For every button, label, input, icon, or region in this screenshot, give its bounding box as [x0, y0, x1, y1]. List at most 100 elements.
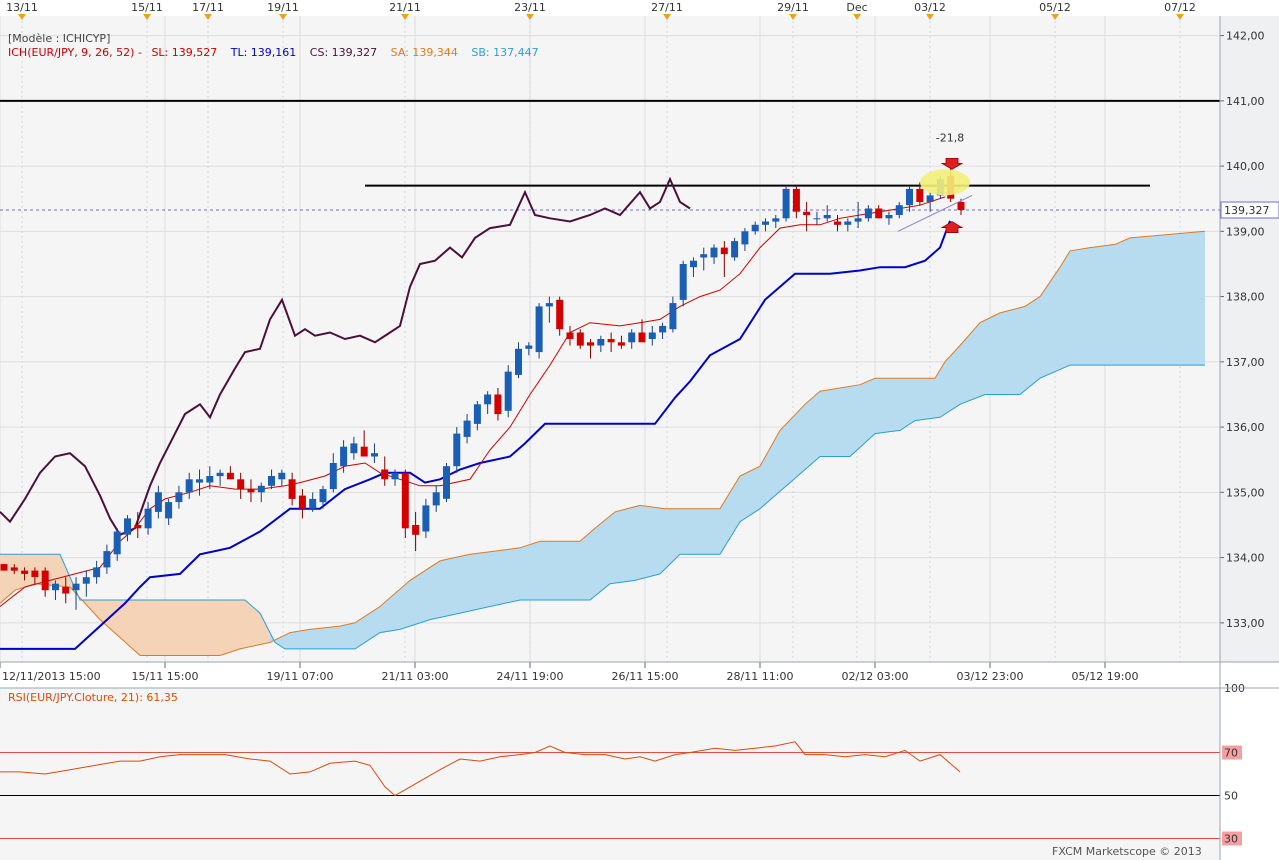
candle-body [576, 332, 584, 346]
date-label: 03/12 [914, 1, 946, 14]
senkou-span-a-line [0, 230, 1206, 656]
rsi-level-badge [1222, 831, 1242, 846]
candle-body [957, 202, 965, 210]
cs-value: CS: 139,327 [309, 46, 378, 59]
axes: 142,00 141,00 140,00 139,00 138,00 137,00 136,… [0, 1, 1279, 683]
time-tick-label: 24/11 19:00 [497, 670, 564, 683]
candle-body [52, 583, 59, 591]
price-tick-label: 134,00 [1226, 552, 1265, 565]
time-tick-label: 26/11 15:00 [612, 670, 679, 683]
candle-body [443, 466, 450, 499]
date-label: Dec [846, 1, 867, 14]
cloud-bearish [0, 554, 270, 656]
sa-value: SA: 139,344 [390, 46, 458, 59]
candle-body [298, 495, 306, 509]
indicator-legend: ICH(EUR/JPY, 9, 26, 52) - SL: 139,527 TL… [8, 46, 539, 60]
candle-body [813, 218, 821, 220]
candle-body [10, 567, 18, 571]
candle-body [185, 479, 193, 493]
sell-arrow-icon [940, 157, 964, 170]
candle-body [895, 205, 903, 215]
candle-body [329, 463, 337, 490]
date-marker-icon [526, 14, 534, 20]
date-label: 29/11 [777, 1, 809, 14]
date-marker-icon [789, 14, 797, 20]
candle-body [268, 476, 275, 486]
date-marker-icon [18, 14, 26, 20]
time-axis-bg [0, 662, 1279, 688]
date-marker-icon [853, 14, 861, 20]
template-label: [Modèle : ICHICYP] [8, 32, 111, 45]
candle-body [494, 394, 502, 415]
candle-body [926, 195, 934, 202]
rsi-tick-label: 70 [1224, 747, 1238, 760]
trend-line [897, 194, 973, 232]
candle-body [834, 221, 841, 225]
candle-body [772, 218, 780, 222]
time-tick-label: 19/11 07:00 [267, 670, 334, 683]
candle-body [21, 570, 29, 574]
date-marker-icon [204, 14, 212, 20]
date-label: 17/11 [192, 1, 224, 14]
rsi-level-badge [1222, 745, 1242, 760]
candle-body [134, 525, 142, 529]
price-tick-label: 139,00 [1226, 225, 1265, 238]
candle-body [103, 551, 111, 568]
date-marker-icon [663, 14, 671, 20]
candle-body [638, 332, 646, 343]
candle-body [597, 339, 605, 346]
candle-body [371, 453, 378, 457]
candle-body [535, 306, 543, 353]
candle-body [782, 188, 790, 219]
time-tick-label: 03/12 23:00 [957, 670, 1024, 683]
candle-body [916, 188, 924, 202]
candle-body [432, 492, 440, 506]
horizontal-lines [0, 99, 1220, 211]
candle-body [587, 342, 594, 346]
price-tag-box [1220, 201, 1279, 219]
rsi-tick-label: 50 [1224, 790, 1238, 803]
rsi-tick-label: 30 [1224, 833, 1238, 846]
candle-body [0, 564, 8, 571]
candle-body [391, 472, 399, 480]
candle-body [875, 208, 883, 219]
candle-body [165, 502, 173, 519]
candle-body [340, 446, 348, 467]
price-tick-label: 135,00 [1226, 486, 1265, 499]
candle-body [381, 469, 389, 480]
rsi-legend: RSI(EUR/JPY.Cloture, 21): 61,35 [8, 691, 178, 704]
candle-body [607, 339, 615, 343]
price-tick-label: 133,00 [1226, 617, 1265, 630]
candle-body [453, 433, 461, 467]
candle-body [360, 446, 368, 457]
price-tick-label: 140,00 [1226, 160, 1265, 173]
date-label: 19/11 [267, 1, 299, 14]
date-label: 21/11 [389, 1, 421, 14]
date-marker-icon [1176, 14, 1184, 20]
ichimoku-cloud [0, 230, 1206, 656]
candle-body [247, 489, 255, 493]
candle-body [62, 587, 70, 594]
candle-body [720, 247, 728, 255]
candle-body [41, 570, 49, 591]
sb-value: SB: 137,447 [471, 46, 539, 59]
price-tick-label: 141,00 [1226, 95, 1265, 108]
candle-body [566, 332, 574, 339]
candle-body [226, 472, 234, 480]
candle-body [751, 224, 759, 232]
candle-body [669, 303, 677, 330]
candle-body [154, 492, 162, 512]
candle-body [196, 479, 203, 483]
sl-value: SL: 139,527 [151, 46, 218, 59]
date-label: 13/11 [6, 1, 38, 14]
candle-body [463, 420, 471, 437]
candle-body [113, 531, 121, 555]
price-tick-label: 137,00 [1226, 356, 1265, 369]
candle-body [710, 247, 718, 258]
date-bar-bg [0, 0, 1279, 16]
price-tick-label: 136,00 [1226, 421, 1265, 434]
time-tick-label: 05/12 19:00 [1072, 670, 1139, 683]
candle-body [216, 472, 224, 477]
candle-body [237, 479, 245, 490]
